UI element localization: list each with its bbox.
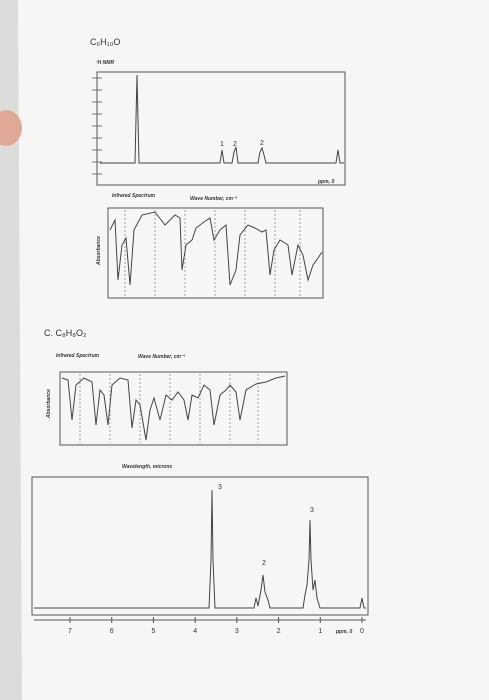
ir-top-axis: Wave Number, cm⁻¹ [190, 196, 238, 202]
nmr-spectrum [100, 74, 344, 164]
formula: C. C₈H₈O₂ [44, 328, 87, 338]
ir-spectrum [109, 211, 323, 286]
paper [18, 0, 489, 700]
tick-label: 3 [235, 628, 239, 635]
integration: 3 [218, 484, 222, 491]
nmr-spectrum [34, 489, 366, 609]
tick-label: 0 [360, 628, 364, 635]
ir-spectrum [61, 375, 286, 441]
integration: 2 [260, 140, 264, 147]
ir-y-label: Absorbance [46, 389, 52, 419]
formula: C₆H₁₀O [90, 37, 120, 47]
axis-label: ppm, δ [335, 629, 353, 635]
ir-gridlines [79, 374, 259, 443]
ir-title: Infrared Spectrum [56, 353, 100, 359]
ir-frame [107, 207, 324, 299]
integration: 2 [262, 560, 266, 567]
ir-title: Infrared Spectrum [112, 193, 156, 199]
tick-label: 6 [110, 628, 114, 635]
nmr-frame [96, 71, 346, 186]
nmr-ruler [92, 77, 102, 175]
tick-label: 1 [318, 628, 322, 635]
finger [0, 110, 22, 146]
integration: 2 [233, 141, 237, 148]
tick-label: 5 [151, 628, 155, 635]
nmr-frame [31, 476, 369, 616]
nmr-label: ¹H NMR [96, 60, 114, 66]
ir-y-label: Absorbance [96, 236, 102, 266]
integration: 3 [310, 507, 314, 514]
tick-label: 7 [68, 628, 72, 635]
ir-top-axis: Wave Number, cm⁻¹ [138, 354, 186, 360]
tick-label: 2 [277, 628, 281, 635]
axis-label: ppm, δ [317, 179, 335, 185]
ir-frame [59, 371, 288, 446]
tick-label: 4 [193, 628, 197, 635]
ir-bottom-axis: Wavelength, microns [122, 464, 172, 470]
integration: 1 [220, 141, 224, 148]
